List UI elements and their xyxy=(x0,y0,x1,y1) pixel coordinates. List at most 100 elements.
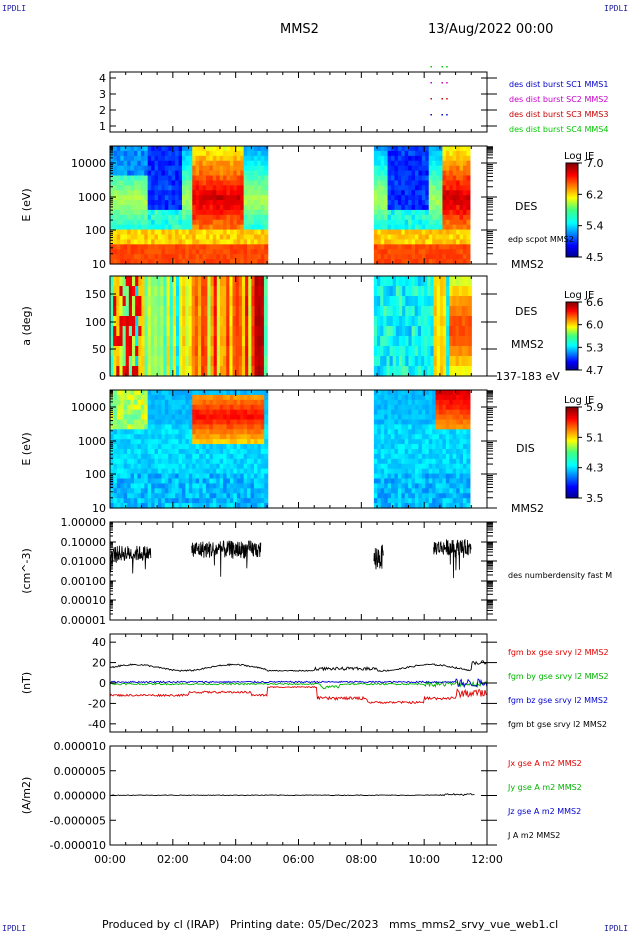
des-energy-cell xyxy=(226,214,231,221)
des-pitch-cell xyxy=(197,276,202,287)
des-energy-cell xyxy=(127,165,132,172)
dis-energy-cell xyxy=(391,409,396,416)
dis-energy-cell xyxy=(223,473,228,480)
dis-energy-cell xyxy=(247,458,252,465)
dis-energy-cell xyxy=(445,419,450,426)
des-pitch-cell xyxy=(373,316,378,327)
des-energy-cell xyxy=(199,185,204,191)
dis-energy-cell xyxy=(439,434,444,440)
dis-energy-cell xyxy=(205,483,210,489)
des-energy-cell xyxy=(110,150,115,157)
dis-energy-cell xyxy=(394,498,399,504)
dis-energy-cell xyxy=(205,498,210,504)
des-energy-cell xyxy=(181,195,186,201)
des-pitch-cell xyxy=(373,346,378,357)
des-energy-cell xyxy=(408,229,413,236)
dis-energy-cell xyxy=(452,424,457,430)
des-energy-cell xyxy=(439,239,444,245)
dis-energy-cell xyxy=(219,493,224,499)
des-energy-cell xyxy=(449,249,454,255)
des-energy-cell xyxy=(377,205,382,211)
des-energy-cell xyxy=(140,170,145,177)
des-energy-cell xyxy=(452,185,457,191)
des-energy-cell xyxy=(127,254,132,260)
des-energy-cell xyxy=(459,146,464,152)
dis-energy-cell xyxy=(404,463,409,470)
des-energy-cell xyxy=(387,239,392,245)
des-pitch-cell xyxy=(131,346,136,357)
burst-mark xyxy=(441,66,443,68)
des-pitch-cell xyxy=(257,306,262,317)
dis-energy-cell xyxy=(137,434,142,440)
des-energy-cell xyxy=(401,224,406,231)
dis-energy-cell xyxy=(123,444,128,450)
des-pitch-cell xyxy=(110,316,114,327)
des-energy-cell xyxy=(157,190,163,196)
des-energy-cell xyxy=(164,165,169,172)
des-pitch-cell xyxy=(263,276,268,287)
des-energy-cell xyxy=(452,180,457,186)
des-energy-cell xyxy=(223,146,228,152)
dis-energy-cell xyxy=(133,434,139,440)
des-energy-cell xyxy=(466,195,471,201)
des-pitch-cell xyxy=(150,296,155,307)
des-energy-cell xyxy=(202,224,207,231)
dis-energy-cell xyxy=(445,444,450,450)
des-energy-cell xyxy=(151,205,156,211)
des-energy-cell xyxy=(154,254,159,260)
des-pitch-cell xyxy=(219,276,224,287)
des-energy-cell xyxy=(151,229,156,236)
dis-energy-cell xyxy=(178,473,183,480)
dis-energy-cell xyxy=(247,498,252,504)
des-energy-cell xyxy=(380,219,385,226)
des-energy-cell xyxy=(445,180,450,186)
des-energy-cell xyxy=(219,229,224,236)
des-energy-cell xyxy=(411,229,416,236)
des-energy-cell xyxy=(202,249,207,255)
des-pitch-cell xyxy=(179,366,183,377)
des-energy-cell xyxy=(157,200,163,206)
des-pitch-cell xyxy=(383,306,388,317)
des-pitch-cell xyxy=(135,276,139,287)
des-energy-cell xyxy=(377,234,382,241)
dis-energy-cell xyxy=(185,503,190,509)
dis-energy-cell xyxy=(439,468,444,475)
des-energy-cell xyxy=(127,229,132,236)
dis-energy-cell xyxy=(144,429,149,435)
des-pitch-cell xyxy=(116,316,121,327)
des-pitch-cell xyxy=(399,366,403,377)
dis-energy-cell xyxy=(459,390,464,396)
dis-energy-cell xyxy=(154,439,159,445)
des-energy-cell xyxy=(113,170,118,177)
dis-energy-cell xyxy=(449,453,454,460)
des-energy-cell xyxy=(202,170,207,177)
dis-energy-cell xyxy=(253,429,258,435)
des-pitch-cell xyxy=(144,276,149,287)
des-pitch-cell xyxy=(226,296,230,307)
des-energy-cell xyxy=(185,214,190,221)
des-energy-cell xyxy=(233,229,238,236)
dis-energy-cell xyxy=(192,394,197,401)
dis-energy-cell xyxy=(394,424,399,430)
des-energy-cell xyxy=(223,190,228,196)
dis-energy-cell xyxy=(164,503,169,509)
des-pitch-cell xyxy=(257,366,262,377)
dis-energy-cell xyxy=(229,483,234,489)
dis-energy-cell xyxy=(181,449,186,455)
dis-energy-cell xyxy=(205,444,210,450)
des-energy-cell xyxy=(154,205,159,211)
dis-energy-cell xyxy=(391,404,396,411)
des-pitch-cell xyxy=(216,366,221,377)
dis-energy-cell xyxy=(151,483,156,489)
des-energy-cell xyxy=(116,165,121,172)
dis-energy-cell xyxy=(445,409,450,416)
dis-energy-cell xyxy=(439,390,444,396)
des-energy-cell xyxy=(380,239,385,245)
des-pitch-cell xyxy=(455,286,460,297)
dis-energy-cell xyxy=(223,453,228,460)
dis-energy-cell xyxy=(401,483,406,489)
des-pitch-cell xyxy=(392,306,397,317)
des-pitch-cell xyxy=(424,306,428,317)
des-energy-cell xyxy=(257,239,262,245)
dis-energy-cell xyxy=(199,503,204,509)
